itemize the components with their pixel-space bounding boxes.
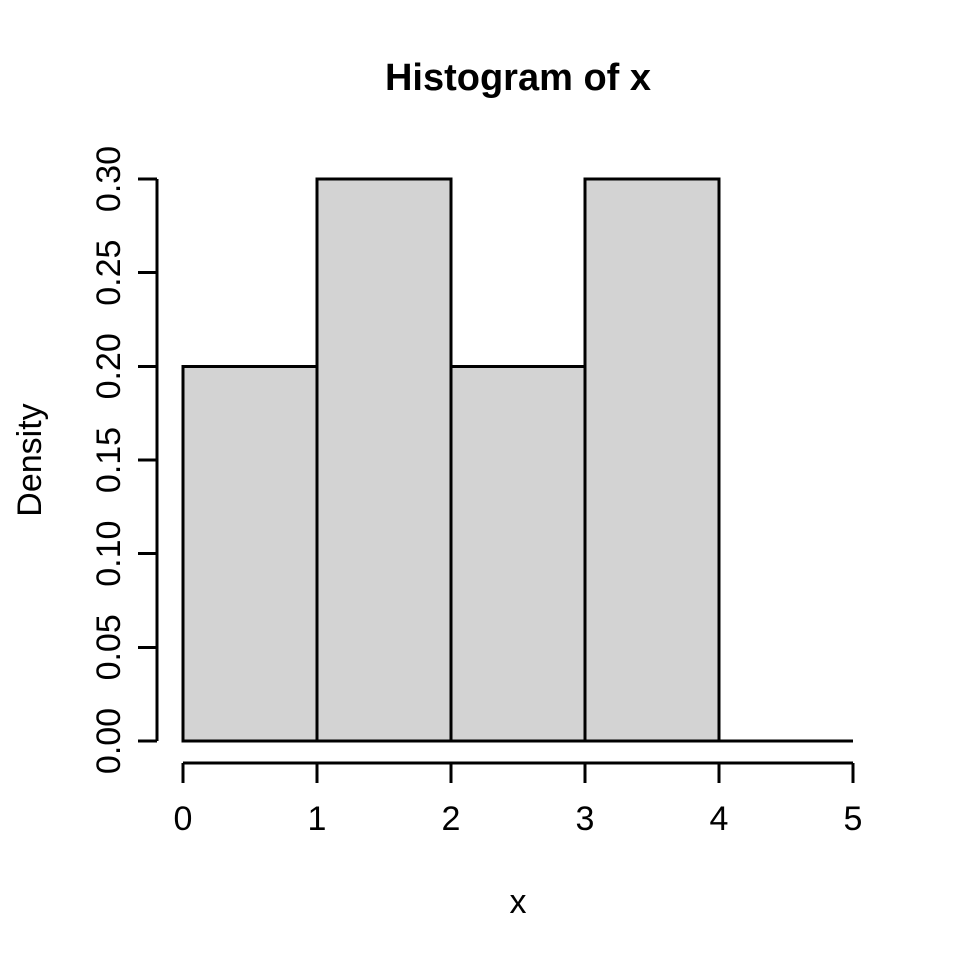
chart-title: Histogram of x	[385, 57, 651, 99]
x-tick-label: 5	[844, 800, 863, 838]
x-tick-label: 3	[576, 800, 595, 838]
x-tick-label: 1	[308, 800, 327, 838]
histogram-bar	[315, 177, 453, 743]
histogram-bar	[181, 364, 319, 743]
x-tick-label: 2	[442, 800, 461, 838]
bars-layer	[181, 177, 853, 743]
y-axis-title: Density	[11, 403, 49, 516]
histogram-bar	[583, 177, 721, 743]
y-tick-label: 0.20	[90, 333, 128, 399]
histogram-bar	[449, 364, 587, 743]
x-axis: 0 1 2 3 4 5	[174, 761, 863, 838]
y-axis: 0.00 0.05 0.10 0.15 0.20 0.25 0.30	[90, 146, 159, 774]
x-tick-label: 4	[710, 800, 729, 838]
y-tick-label: 0.30	[90, 146, 128, 212]
x-axis-title: x	[510, 883, 527, 921]
y-tick-label: 0.25	[90, 240, 128, 306]
y-tick-label: 0.15	[90, 427, 128, 493]
y-tick-label: 0.10	[90, 521, 128, 587]
y-tick-label: 0.05	[90, 614, 128, 680]
y-tick-label: 0.00	[90, 708, 128, 774]
x-tick-label: 0	[174, 800, 193, 838]
